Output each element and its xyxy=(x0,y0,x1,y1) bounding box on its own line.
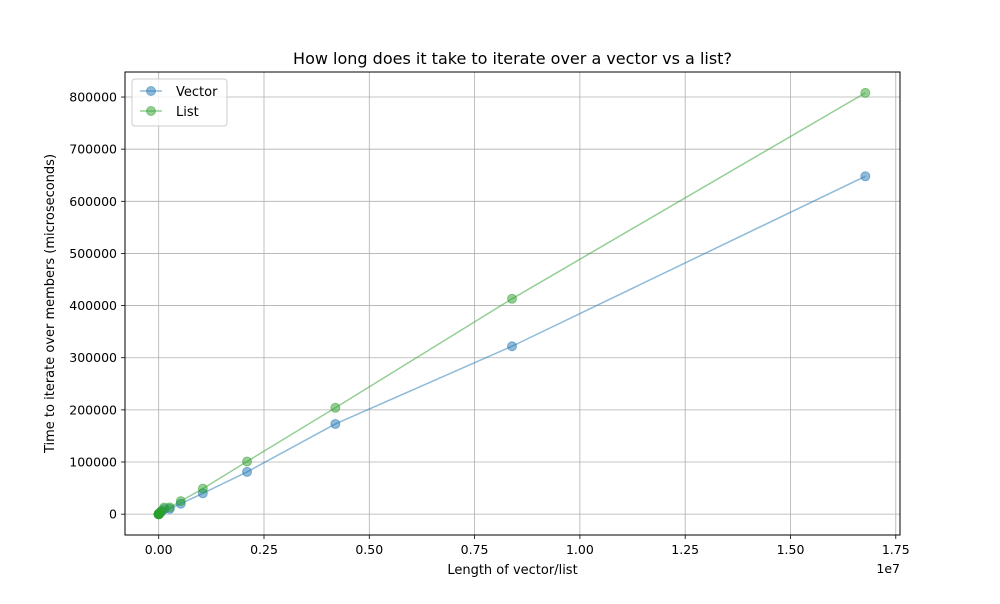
x-tick-label: 0.50 xyxy=(355,542,383,557)
legend-marker-vector xyxy=(146,86,156,96)
data-point-list xyxy=(330,402,341,413)
x-tick-label: 0.00 xyxy=(145,542,173,557)
x-axis-offset-label: 1e7 xyxy=(876,561,900,576)
data-point-list xyxy=(242,456,253,467)
x-tick-label: 1.50 xyxy=(777,542,805,557)
y-tick-label: 100000 xyxy=(69,455,117,470)
legend: Vector List xyxy=(131,78,228,127)
y-tick-label: 700000 xyxy=(69,142,117,157)
ticks-layer: 0.00 0.25 0.50 0.75 1.00 1.25 1.50 1.75 0 100000 2… xyxy=(69,90,909,557)
data-point-vector xyxy=(242,466,253,477)
x-tick-label: 0.25 xyxy=(250,542,278,557)
data-point-vector xyxy=(507,341,518,352)
data-point-list xyxy=(164,502,175,513)
data-point-vector xyxy=(860,171,871,182)
legend-label-list: List xyxy=(176,105,199,120)
y-tick-label: 800000 xyxy=(69,90,117,105)
legend-marker-list xyxy=(146,106,156,116)
legend-label-vector: Vector xyxy=(176,85,218,100)
y-tick-label: 0 xyxy=(109,507,117,522)
data-point-list xyxy=(507,293,518,304)
series-layer xyxy=(153,87,871,520)
data-point-list xyxy=(860,87,871,98)
y-tick-label: 200000 xyxy=(69,402,117,417)
plot-frame xyxy=(124,71,901,536)
x-tick-label: 1.75 xyxy=(882,542,910,557)
y-tick-label: 300000 xyxy=(69,350,117,365)
data-point-vector xyxy=(330,418,341,429)
data-point-list xyxy=(175,496,186,507)
y-tick-label: 400000 xyxy=(69,298,117,313)
y-axis-label: Time to iterate over members (microsecon… xyxy=(43,154,58,454)
legend-entry-vector: Vector xyxy=(140,85,218,100)
x-tick-label: 1.00 xyxy=(566,542,594,557)
x-axis-label: Length of vector/list xyxy=(447,563,577,578)
x-tick-label: 1.25 xyxy=(671,542,699,557)
y-tick-label: 500000 xyxy=(69,246,117,261)
y-tick-label: 600000 xyxy=(69,194,117,209)
data-point-list xyxy=(197,483,208,494)
grid-layer xyxy=(125,72,900,535)
x-tick-label: 0.75 xyxy=(461,542,489,557)
chart-title: How long does it take to iterate over a … xyxy=(293,49,732,68)
legend-entry-list: List xyxy=(140,105,199,120)
